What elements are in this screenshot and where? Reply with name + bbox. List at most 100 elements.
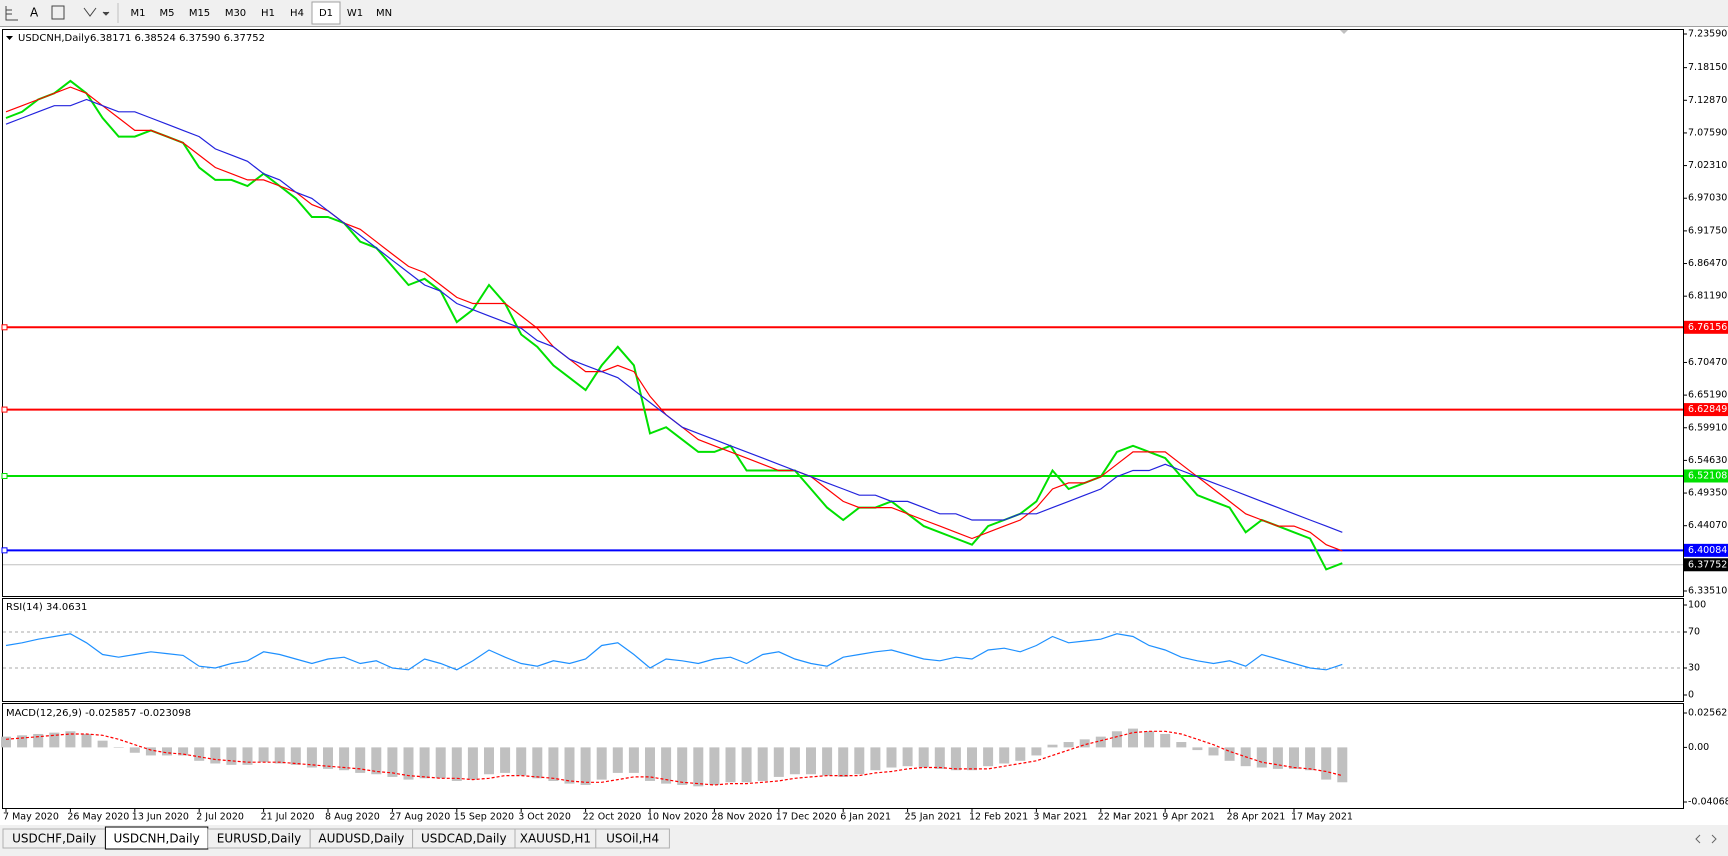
macd-bar (1192, 747, 1203, 751)
tab-label[interactable]: XAUUSD,H1 (520, 832, 591, 846)
chart-title: USDCNH,Daily (18, 33, 90, 44)
macd-bar (306, 747, 317, 768)
y-tick-label: 6.54630 (1688, 455, 1727, 466)
tab-label[interactable]: EURUSD,Daily (217, 832, 302, 846)
y-tick-label: 6.86470 (1688, 258, 1727, 269)
x-tick-label: 3 Mar 2021 (1033, 812, 1087, 823)
macd-bar (1111, 731, 1122, 748)
macd-bar (1047, 744, 1058, 748)
macd-bar (806, 747, 816, 775)
button-active-bg[interactable] (311, 1, 341, 25)
timeframe-label[interactable]: M15 (189, 8, 210, 19)
x-tick-label: 8 Aug 2020 (325, 812, 380, 823)
text-tool-icon[interactable]: A (30, 6, 39, 20)
macd-bar (1015, 747, 1026, 761)
timeframe-label[interactable]: H1 (261, 8, 275, 19)
timeframe-button[interactable]: H4 (290, 8, 304, 19)
macd-bar (999, 747, 1010, 764)
chart-tab[interactable]: XAUUSD,H1 (514, 828, 597, 849)
macd-bar (97, 740, 108, 748)
timeframe-label[interactable]: W1 (347, 8, 363, 19)
chart-tab[interactable]: USDCNH,Daily (104, 826, 209, 850)
timeframe-label[interactable]: M5 (160, 8, 175, 19)
label-tool-icon[interactable] (51, 5, 65, 20)
timeframe-label[interactable]: M1 (131, 8, 146, 19)
macd-bar (65, 731, 76, 748)
macd-bar (1272, 747, 1283, 769)
rsi-title: RSI(14) 34.0631 (6, 602, 87, 613)
macd-bar (467, 747, 478, 780)
timeframe-button[interactable]: M30 (225, 8, 246, 19)
drawing-tools[interactable]: A (5, 5, 110, 21)
tab-label[interactable]: USDCHF,Daily (12, 832, 96, 846)
timeframe-button[interactable]: M5 (160, 8, 175, 19)
y-tick-label: 7.02310 (1688, 160, 1727, 171)
chart-tab[interactable]: USDCHF,Daily (2, 828, 106, 849)
timeframe-button[interactable]: M1 (131, 8, 146, 19)
dropdown-icon[interactable] (102, 11, 110, 16)
timeframe-button[interactable]: M15 (189, 8, 210, 19)
macd-bar (886, 747, 897, 768)
timeframe-label[interactable]: M30 (225, 8, 246, 19)
x-tick-label: 27 Aug 2020 (389, 812, 450, 823)
macd-bar (387, 747, 398, 777)
macd-bar (210, 747, 221, 764)
shift-marker[interactable] (1340, 30, 1348, 34)
y-tick-label: 6.97030 (1688, 193, 1727, 204)
timeframe-label[interactable]: MN (376, 8, 392, 19)
level-handle[interactable] (1, 406, 8, 413)
level-price-box (1684, 403, 1728, 417)
macd-bar (1095, 736, 1106, 748)
macd-bar (274, 747, 285, 764)
collapse-arrow[interactable] (6, 36, 13, 40)
chart-tab[interactable]: EURUSD,Daily (207, 828, 311, 849)
tab-label[interactable]: USDCNH,Daily (113, 832, 199, 846)
y-tick-label: 7.23590 (1688, 29, 1727, 40)
macd-bar (934, 747, 945, 769)
macd-bar (1, 736, 11, 748)
chart-tab[interactable]: AUDUSD,Daily (309, 828, 414, 849)
macd-bar (918, 747, 929, 768)
tab-bg[interactable] (595, 828, 670, 849)
y-tick-label: 6.44070 (1688, 520, 1727, 531)
macd-bar (548, 747, 559, 781)
level-handle[interactable] (1, 473, 8, 480)
macd-bar (564, 747, 575, 784)
macd-bar (81, 733, 92, 748)
macd-bar (709, 747, 720, 785)
tab-label[interactable]: USDCAD,Daily (421, 832, 507, 846)
timeframe-label[interactable]: D1 (319, 8, 333, 19)
macd-bar (226, 747, 237, 765)
y-tick-label: 6.70470 (1688, 357, 1727, 368)
shapes-tool-icon[interactable] (83, 7, 97, 17)
timeframe-label[interactable]: H4 (290, 8, 304, 19)
macd-bar (113, 747, 124, 748)
chart-tab[interactable]: USOil,H4 (595, 828, 670, 849)
macd-bar (500, 747, 511, 773)
macd-bar (983, 747, 994, 767)
macd-bar (339, 747, 350, 771)
x-tick-label: 12 Feb 2021 (969, 812, 1028, 823)
timeframe-button[interactable]: D1 (311, 1, 341, 25)
level-handle[interactable] (1, 324, 8, 331)
timeframe-button[interactable]: H1 (261, 8, 275, 19)
macd-bar (838, 747, 849, 777)
macd-bar (773, 747, 784, 777)
level-price-box (1684, 543, 1728, 557)
timeframe-button[interactable]: MN (376, 8, 392, 19)
tab-label[interactable]: AUDUSD,Daily (318, 832, 404, 846)
macd-bar (1128, 728, 1138, 748)
macd-bar (1289, 747, 1299, 769)
tab-scroll[interactable] (1695, 834, 1717, 844)
macd-bar (1063, 742, 1074, 748)
x-tick-label: 28 Nov 2020 (711, 812, 772, 823)
x-tick-label: 13 Jun 2020 (132, 812, 189, 823)
macd-bar (484, 747, 494, 775)
level-handle[interactable] (1, 547, 8, 554)
crosshair-icon[interactable] (5, 6, 18, 21)
macd-bar (645, 747, 655, 781)
timeframe-button[interactable]: W1 (347, 8, 363, 19)
chart-tab[interactable]: USDCAD,Daily (412, 828, 516, 849)
macd-bar (419, 747, 430, 779)
tab-label[interactable]: USOil,H4 (606, 832, 659, 846)
